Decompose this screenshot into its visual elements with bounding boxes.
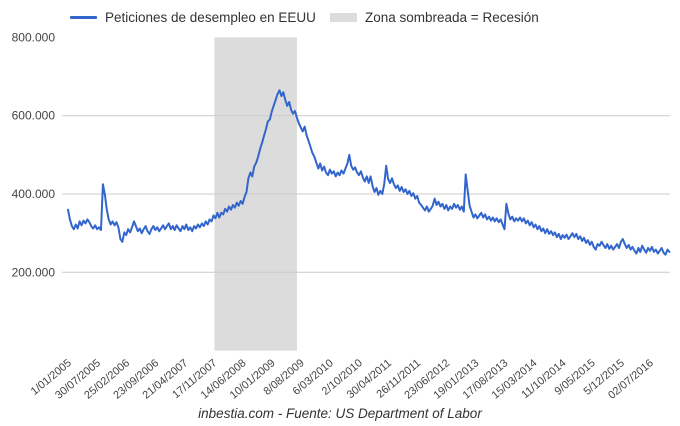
x-axis-labels: 1/01/200530/07/200525/02/200623/09/20062… [29, 357, 656, 402]
legend-label-claims: Peticiones de desempleo en EEUU [105, 9, 316, 25]
gridlines [62, 115, 670, 273]
y-tick-label: 800.000 [12, 30, 56, 44]
source-caption: inbestia.com - Fuente: US Department of … [198, 406, 482, 421]
y-tick-label: 600.000 [12, 109, 56, 123]
y-tick-label: 400.000 [12, 187, 56, 201]
legend: Peticiones de desempleo en EEUU Zona som… [0, 6, 680, 28]
y-axis-labels: 800.000 600.000 400.000 200.000 [12, 30, 56, 279]
recession-swatch-icon [330, 12, 357, 22]
legend-item-recession: Zona sombreada = Recesión [330, 6, 539, 28]
y-tick-label: 200.000 [12, 265, 56, 279]
claims-line-series [67, 89, 671, 256]
legend-label-recession: Zona sombreada = Recesión [365, 9, 539, 25]
legend-item-claims: Peticiones de desempleo en EEUU [70, 6, 316, 28]
line-series-swatch-icon [70, 15, 97, 19]
